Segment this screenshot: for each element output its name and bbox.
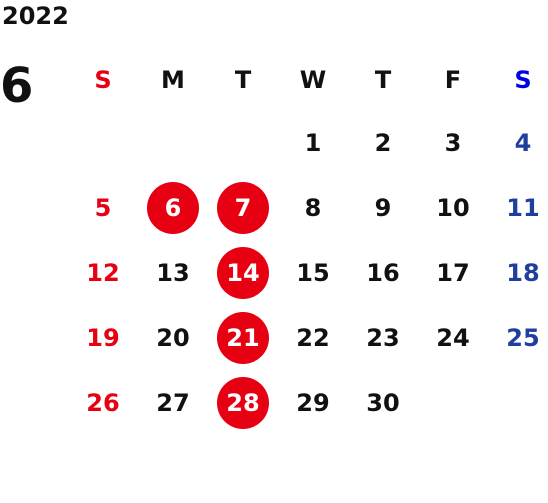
day-cell xyxy=(138,110,208,175)
day-cell: 20 xyxy=(156,323,190,352)
day-cell: 19 xyxy=(86,323,120,352)
weekday-header: S M T W T F S xyxy=(68,50,548,110)
day-cell: 15 xyxy=(296,258,330,287)
day-cell xyxy=(68,110,138,175)
month-number: 6 xyxy=(0,58,34,114)
day-number: 28 xyxy=(226,388,260,417)
calendar-grid: S M T W T F S 1 2 3 4 5 6 7 8 9 10 11 12… xyxy=(68,50,548,435)
week-row: 19 20 21 22 23 24 25 xyxy=(68,305,548,370)
day-cell xyxy=(488,370,548,435)
day-cell: 22 xyxy=(296,323,330,352)
year-label: 2022 xyxy=(2,2,69,30)
highlight-circle xyxy=(217,311,269,364)
day-number: 7 xyxy=(234,193,252,222)
day-cell: 21 xyxy=(208,305,278,370)
day-number: 21 xyxy=(226,323,260,352)
day-cell: 10 xyxy=(436,193,470,222)
day-cell: 12 xyxy=(86,258,120,287)
day-cell xyxy=(418,370,488,435)
day-cell: 17 xyxy=(436,258,470,287)
highlight-circle xyxy=(147,181,199,234)
highlight-circle xyxy=(217,376,269,429)
weekday-monday: M xyxy=(161,66,185,94)
day-cell: 3 xyxy=(444,128,462,157)
day-cell: 25 xyxy=(506,323,540,352)
day-cell: 18 xyxy=(506,258,540,287)
day-cell: 26 xyxy=(86,388,120,417)
day-cell: 9 xyxy=(374,193,392,222)
day-cell: 4 xyxy=(514,128,532,157)
day-number: 14 xyxy=(226,258,260,287)
weekday-tuesday: T xyxy=(234,66,252,94)
week-row: 26 27 28 29 30 xyxy=(68,370,548,435)
day-cell xyxy=(208,110,278,175)
day-cell: 6 xyxy=(138,175,208,240)
weekday-thursday: T xyxy=(374,66,392,94)
day-cell: 11 xyxy=(506,193,540,222)
day-cell: 16 xyxy=(366,258,400,287)
day-cell: 28 xyxy=(208,370,278,435)
day-cell: 1 xyxy=(304,128,322,157)
highlight-circle xyxy=(217,246,269,299)
day-cell: 7 xyxy=(208,175,278,240)
day-cell: 29 xyxy=(296,388,330,417)
weekday-friday: F xyxy=(444,66,462,94)
weekday-sunday: S xyxy=(94,66,112,94)
day-cell: 27 xyxy=(156,388,190,417)
day-cell: 23 xyxy=(366,323,400,352)
day-cell: 14 xyxy=(208,240,278,305)
day-number: 6 xyxy=(164,193,182,222)
day-cell: 2 xyxy=(374,128,392,157)
day-cell: 5 xyxy=(94,193,112,222)
day-cell: 30 xyxy=(366,388,400,417)
week-row: 1 2 3 4 xyxy=(68,110,548,175)
weekday-saturday: S xyxy=(514,66,532,94)
week-row: 5 6 7 8 9 10 11 xyxy=(68,175,548,240)
weekday-wednesday: W xyxy=(299,66,327,94)
highlight-circle xyxy=(217,181,269,234)
week-row: 12 13 14 15 16 17 18 xyxy=(68,240,548,305)
day-cell: 13 xyxy=(156,258,190,287)
day-cell: 8 xyxy=(304,193,322,222)
day-cell: 24 xyxy=(436,323,470,352)
